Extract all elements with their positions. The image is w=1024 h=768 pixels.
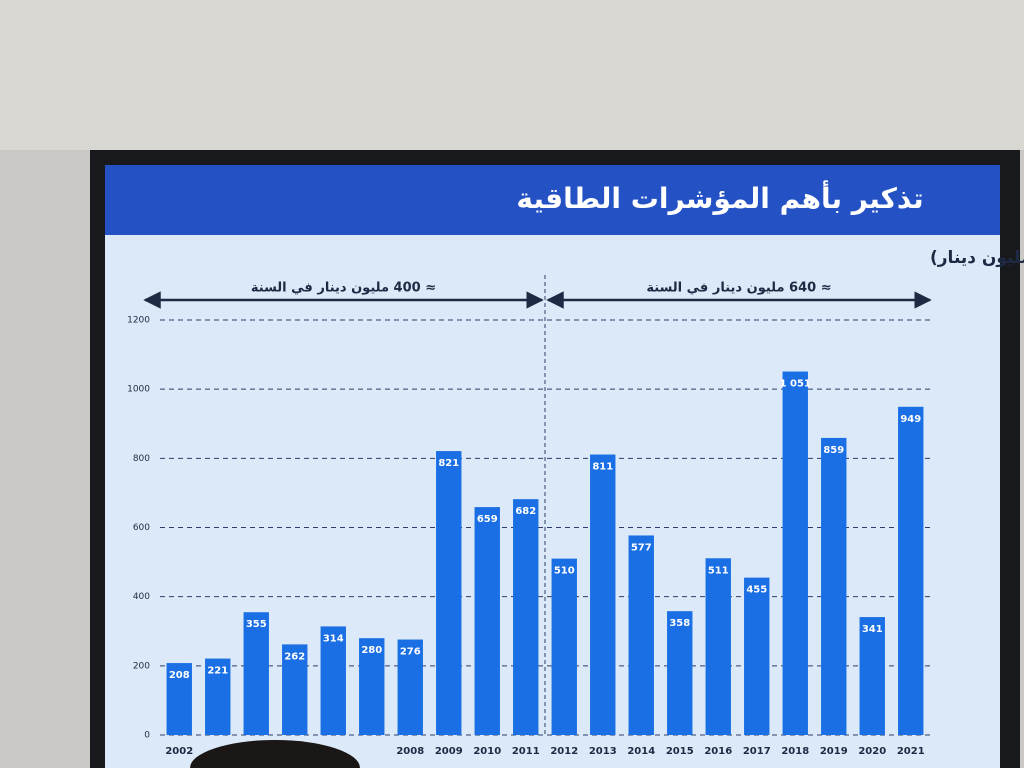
y-tick-label: 800: [133, 454, 150, 464]
y-tick-label: 400: [133, 592, 150, 602]
value-label: 314: [323, 633, 344, 644]
x-tick-label: 2018: [781, 746, 809, 757]
x-tick-label: 2014: [627, 746, 655, 757]
y-tick-label: 200: [133, 661, 150, 671]
bar: [436, 451, 462, 735]
value-label: 276: [400, 647, 421, 658]
x-tick-label: 2013: [589, 746, 617, 757]
ceiling: [0, 0, 1024, 150]
bar: [782, 371, 808, 735]
x-tick-label: 2010: [473, 746, 501, 757]
value-label: 262: [284, 651, 305, 662]
value-label: 1 051: [780, 379, 811, 390]
bar: [551, 558, 577, 735]
value-label: 859: [823, 445, 844, 456]
slide-header: [105, 165, 1000, 235]
x-tick-label: 2019: [820, 746, 848, 757]
y-tick-label: 1200: [127, 316, 150, 326]
value-label: 682: [515, 506, 536, 517]
value-label: 208: [169, 670, 190, 681]
bar: [628, 535, 654, 735]
bar: [397, 639, 423, 735]
x-tick-label: 2016: [704, 746, 732, 757]
bar: [590, 454, 616, 735]
value-label: 821: [438, 458, 459, 469]
value-label: 577: [631, 542, 652, 553]
value-label: 510: [554, 566, 575, 577]
bar: [243, 612, 269, 735]
value-label: 358: [669, 618, 690, 629]
x-tick-label: 2012: [550, 746, 578, 757]
value-label: 455: [746, 585, 767, 596]
bar: [320, 626, 346, 735]
audience-head: [190, 740, 360, 768]
x-tick-label: 2011: [512, 746, 540, 757]
y-tick-label: 1000: [127, 385, 150, 395]
value-label: 811: [592, 462, 613, 473]
value-label: 280: [361, 645, 382, 656]
bar: [166, 663, 192, 735]
y-tick-label: 0: [144, 731, 150, 741]
chart-subtitle: تطوّر الاستثمارات في المنظومة الكهربائية…: [930, 248, 1024, 268]
bar: [667, 611, 693, 735]
x-tick-label: 2002: [165, 746, 193, 757]
value-label: 659: [477, 514, 498, 525]
bar: [744, 577, 770, 735]
x-tick-label: 2021: [897, 746, 925, 757]
value-label: 341: [862, 624, 883, 635]
value-label: 355: [246, 619, 267, 630]
bar: [205, 658, 231, 735]
x-tick-label: 2017: [743, 746, 771, 757]
value-label: 221: [207, 666, 228, 677]
bar: [898, 406, 924, 735]
bar: [705, 558, 731, 735]
x-tick-label: 2020: [858, 746, 886, 757]
bar: [474, 507, 500, 735]
y-tick-label: 600: [133, 523, 150, 533]
value-label: 949: [900, 414, 921, 425]
x-tick-label: 2015: [666, 746, 694, 757]
chart-title: تذكير بأهم المؤشرات الطاقية: [516, 180, 923, 215]
value-label: 511: [708, 565, 729, 576]
bar: [821, 437, 847, 735]
annotation: ≈ 640 مليون دينار في السنة: [646, 281, 831, 296]
bar: [282, 644, 308, 735]
bar: [513, 499, 539, 735]
annotation: ≈ 400 مليون دينار في السنة: [251, 281, 436, 296]
bar: [859, 617, 885, 735]
x-tick-label: 2008: [396, 746, 424, 757]
x-tick-label: 2009: [435, 746, 463, 757]
bar: [359, 638, 385, 735]
